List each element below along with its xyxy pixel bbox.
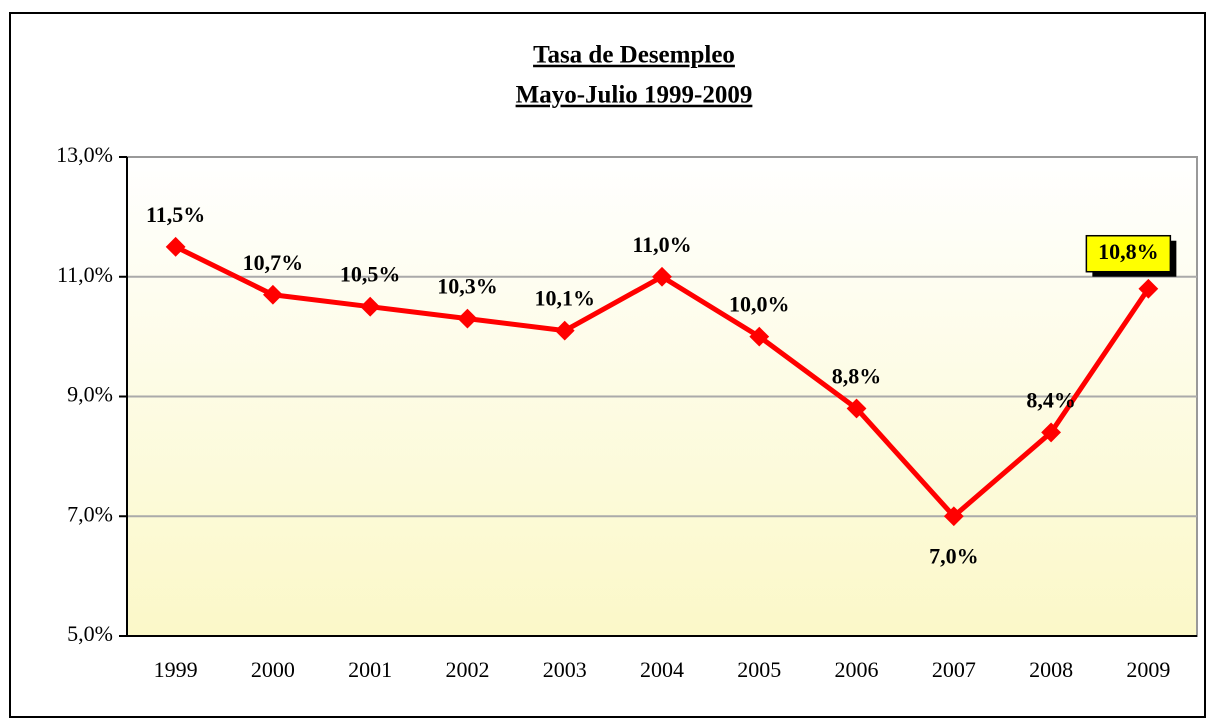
marker [1138, 278, 1159, 299]
marker [457, 308, 478, 329]
marker [749, 326, 770, 347]
marker [846, 398, 867, 419]
x-tick-label: 2005 [737, 657, 781, 682]
y-tick-label: 11,0% [57, 262, 113, 287]
data-label: 8,8% [832, 364, 882, 389]
data-label: 7,0% [929, 543, 979, 568]
y-tick-label: 5,0% [67, 621, 113, 646]
y-tick-label: 13,0% [56, 142, 113, 167]
marker [652, 266, 672, 287]
marker [1041, 422, 1061, 443]
marker [165, 236, 186, 257]
marker [360, 296, 381, 317]
data-label: 10,0% [729, 292, 790, 317]
x-tick-label: 2001 [348, 657, 392, 682]
marker [263, 284, 283, 305]
data-label: 11,0% [632, 232, 691, 257]
data-label: 10,5% [340, 262, 401, 287]
data-label: 10,8% [1098, 239, 1159, 264]
x-tick-label: 1999 [154, 657, 198, 682]
x-tick-label: 2008 [1029, 657, 1073, 682]
marker [943, 506, 964, 527]
data-label: 8,4% [1026, 387, 1076, 412]
x-tick-label: 2007 [932, 657, 976, 682]
chart-title: Tasa de Desempleo [533, 42, 735, 69]
y-tick-label: 9,0% [67, 382, 113, 407]
x-tick-label: 2002 [445, 657, 489, 682]
data-label: 10,1% [534, 286, 595, 311]
data-label: 11,5% [146, 202, 205, 227]
y-tick-label: 7,0% [67, 501, 113, 526]
data-label: 10,7% [243, 250, 304, 275]
x-tick-label: 2003 [543, 657, 587, 682]
x-tick-label: 2009 [1126, 657, 1170, 682]
label-box [1085, 234, 1172, 273]
chart-subtitle: Mayo-Julio 1999-2009 [516, 82, 753, 109]
data-label: 10,3% [437, 274, 498, 299]
marker [554, 320, 575, 341]
x-tick-label: 2006 [835, 657, 879, 682]
x-tick-label: 2004 [640, 657, 684, 682]
x-tick-label: 2000 [251, 657, 295, 682]
